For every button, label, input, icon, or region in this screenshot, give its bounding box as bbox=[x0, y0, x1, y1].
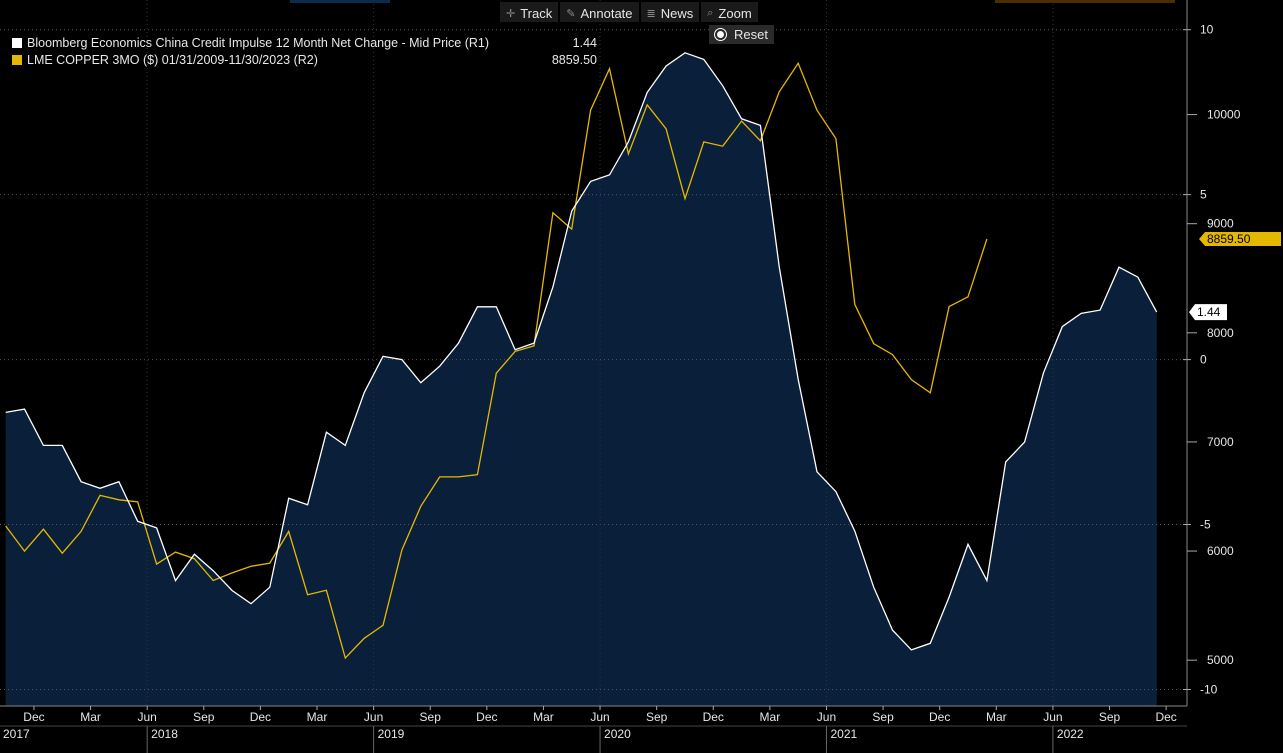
year-label: 2020 bbox=[604, 727, 631, 741]
year-label: 2022 bbox=[1057, 727, 1084, 741]
r1-tick-label: -10 bbox=[1200, 683, 1218, 697]
legend-item-credit-impulse[interactable]: Bloomberg Economics China Credit Impulse… bbox=[12, 34, 597, 51]
legend-label: Bloomberg Economics China Credit Impulse… bbox=[27, 35, 489, 50]
x-tick-label: Mar bbox=[533, 710, 554, 724]
impulse-series-line bbox=[5, 52, 1158, 651]
x-tick-label: Dec bbox=[1155, 710, 1176, 724]
reset-button[interactable]: Reset bbox=[709, 25, 774, 44]
copper-series-line bbox=[5, 61, 988, 660]
news-label: News bbox=[660, 5, 694, 21]
year-label: 2021 bbox=[830, 727, 857, 741]
chart-toolbar: ✛ Track ✎ Annotate ≣ News ⌕ Zoom bbox=[500, 2, 758, 22]
x-tick-label: Jun bbox=[138, 710, 157, 724]
x-tick-label: Jun bbox=[1043, 710, 1062, 724]
x-tick-label: Dec bbox=[929, 710, 950, 724]
x-tick-label: Jun bbox=[590, 710, 609, 724]
x-tick-label: Mar bbox=[307, 710, 328, 724]
x-tick-label: Mar bbox=[80, 710, 101, 724]
top-accent-bar bbox=[290, 0, 390, 3]
year-label: 2018 bbox=[151, 727, 178, 741]
x-tick-label: Sep bbox=[1099, 710, 1121, 724]
chart-legend: Bloomberg Economics China Credit Impulse… bbox=[12, 34, 597, 68]
copper-last-value-label: 8859.50 bbox=[1207, 232, 1251, 246]
track-label: Track bbox=[520, 5, 553, 21]
annotate-label: Annotate bbox=[580, 5, 633, 21]
x-tick-label: Jun bbox=[364, 710, 383, 724]
x-tick-label: Mar bbox=[986, 710, 1007, 724]
x-tick-label: Dec bbox=[703, 710, 724, 724]
zoom-button[interactable]: ⌕ Zoom bbox=[701, 2, 758, 22]
x-tick-label: Mar bbox=[760, 710, 781, 724]
r2-tick-label: 6000 bbox=[1207, 544, 1234, 558]
x-tick-label: Dec bbox=[476, 710, 497, 724]
copper-last-value-badge bbox=[1199, 232, 1281, 247]
crosshair-icon: ✛ bbox=[506, 7, 516, 20]
x-tick-label: Sep bbox=[420, 710, 442, 724]
year-label: 2019 bbox=[378, 727, 405, 741]
legend-swatch-white bbox=[12, 37, 22, 48]
year-label: 2017 bbox=[3, 727, 30, 741]
top-accent-bar bbox=[995, 0, 1175, 3]
annotate-button[interactable]: ✎ Annotate bbox=[560, 2, 639, 22]
x-tick-label: Sep bbox=[193, 710, 215, 724]
x-tick-label: Sep bbox=[646, 710, 668, 724]
legend-label: LME COPPER 3MO ($) 01/31/2009-11/30/2023… bbox=[27, 52, 318, 67]
news-button[interactable]: ≣ News bbox=[640, 2, 700, 22]
r2-tick-label: 7000 bbox=[1207, 435, 1234, 449]
track-button[interactable]: ✛ Track bbox=[500, 2, 559, 22]
zoom-label: Zoom bbox=[718, 5, 752, 21]
r1-tick-label: 10 bbox=[1200, 23, 1214, 37]
x-tick-label: Jun bbox=[817, 710, 836, 724]
legend-value: 8859.50 bbox=[551, 52, 597, 67]
impulse-last-value-label: 1.44 bbox=[1197, 305, 1221, 319]
news-icon: ≣ bbox=[646, 7, 656, 20]
magnifier-icon: ⌕ bbox=[707, 6, 714, 19]
pencil-icon: ✎ bbox=[566, 7, 576, 20]
r1-tick-label: 5 bbox=[1200, 188, 1207, 202]
r2-tick-label: 8000 bbox=[1207, 326, 1234, 340]
r2-tick-label: 10000 bbox=[1207, 108, 1241, 122]
r2-tick-label: 9000 bbox=[1207, 217, 1234, 231]
r1-tick-label: -5 bbox=[1200, 518, 1211, 532]
impulse-area-fill bbox=[5, 52, 1157, 707]
x-tick-label: Dec bbox=[23, 710, 44, 724]
reset-label: Reset bbox=[734, 27, 768, 42]
r2-tick-label: 5000 bbox=[1207, 653, 1234, 667]
legend-value: 1.44 bbox=[572, 35, 597, 50]
impulse-last-value-badge bbox=[1189, 304, 1227, 321]
x-tick-label: Dec bbox=[250, 710, 271, 724]
legend-swatch-yellow bbox=[12, 54, 22, 65]
x-tick-label: Sep bbox=[872, 710, 894, 724]
legend-item-copper[interactable]: LME COPPER 3MO ($) 01/31/2009-11/30/2023… bbox=[12, 51, 597, 68]
radio-icon bbox=[715, 29, 726, 40]
r1-tick-label: 0 bbox=[1200, 353, 1207, 367]
